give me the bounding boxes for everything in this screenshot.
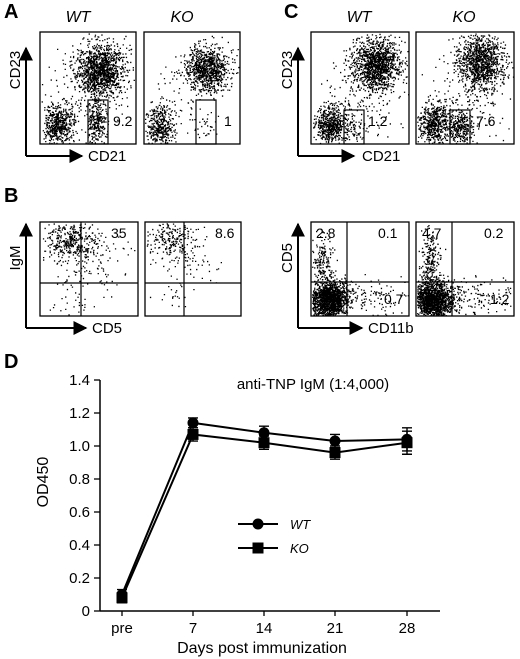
panel-a-y-label: CD23 [7, 51, 24, 89]
x-tick-label: 21 [327, 620, 344, 637]
series-ko-point [329, 447, 341, 459]
panel-c-lower-ko-upper-right: 0.2 [484, 225, 504, 241]
series-ko-point [258, 437, 270, 449]
panel-c-lower-wt-upper-left: 2.8 [316, 225, 336, 241]
panel-c-lower-x-label: CD11b [368, 320, 414, 337]
panel-c-wt-gate [343, 109, 365, 145]
panel-c: C WT KO 1.2 7.6 CD23 CD21 [279, 1, 515, 165]
x-tick-label: 7 [189, 620, 197, 637]
series-ko-point [187, 428, 199, 440]
x-tick-label: pre [111, 620, 133, 637]
chart-series [116, 417, 413, 604]
y-tick-label: 0 [82, 603, 90, 620]
panel-b-wt-scatter [42, 223, 136, 316]
panel-a-x-label: CD21 [88, 148, 126, 165]
panel-a-wt-gate-value: 9.2 [113, 113, 133, 129]
legend-ko-marker [252, 542, 264, 554]
panel-b: B 35 8.6 IgM CD5 [4, 185, 242, 337]
panel-d-letter: D [4, 351, 18, 373]
panel-c-lower-ko-plot-frame [415, 221, 515, 317]
panel-c-letter: C [284, 1, 298, 23]
panel-a-ko-gate-value: 1 [224, 113, 232, 129]
legend-wt-label: WT [290, 517, 311, 532]
panel-c-y-label: CD23 [279, 51, 296, 89]
legend-wt-marker [252, 518, 264, 530]
series-wt-point [329, 435, 341, 447]
panel-d: D anti-TNP IgM (1:4,000) OD450 Days post… [4, 351, 440, 657]
y-tick-label: 1.0 [69, 438, 90, 455]
panel-c-wt-gate-value: 1.2 [368, 113, 388, 129]
panel-b-y-label: IgM [7, 245, 24, 270]
panel-a: A WT KO 9.2 1 CD23 CD21 [4, 1, 241, 165]
panel-c-ko-header: KO [452, 9, 475, 26]
panel-c-ko-scatter [417, 33, 515, 145]
y-tick-label: 1.4 [69, 372, 90, 389]
panel-a-letter: A [4, 1, 18, 23]
y-tick-label: 0.4 [69, 537, 90, 554]
panel-a-wt-header: WT [66, 9, 92, 26]
panel-a-ko-scatter [145, 35, 240, 145]
series-ko-point [116, 592, 128, 604]
panel-a-wt-scatter [41, 33, 135, 145]
panel-c-x-label: CD21 [362, 148, 400, 165]
panel-c-wt-header: WT [347, 9, 373, 26]
panel-c-lower-ko-lower-right: 1.2 [490, 291, 510, 307]
panel-a-ko-header: KO [170, 9, 193, 26]
chart-title: anti-TNP IgM (1:4,000) [237, 376, 389, 393]
chart-x-label: Days post immunization [177, 640, 347, 657]
panel-c-lower-ko-scatter [417, 225, 512, 317]
chart-y-label: OD450 [35, 457, 52, 508]
y-tick-label: 0.6 [69, 504, 90, 521]
y-tick-label: 0.8 [69, 471, 90, 488]
legend-ko-label: KO [290, 541, 309, 556]
panel-c-ko-gate [449, 109, 471, 145]
series-ko-line [121, 433, 408, 599]
panel-c-lower: 2.8 0.1 0.7 4.7 0.2 1.2 CD5 CD11b [279, 221, 515, 337]
panel-c-lower-ko-upper-left: 4.7 [422, 225, 442, 241]
panel-b-wt-quadrant-value: 35 [111, 225, 127, 241]
panel-a-wt-gate [87, 99, 109, 145]
series-ko-point [401, 437, 413, 449]
panel-b-x-label: CD5 [92, 320, 122, 337]
chart-legend: WT KO [238, 517, 311, 556]
panel-c-lower-wt-lower-right: 0.7 [384, 291, 404, 307]
panel-b-ko-plot-frame [144, 221, 242, 317]
x-tick-label: 14 [256, 620, 273, 637]
panel-c-lower-wt-scatter [312, 228, 409, 317]
y-tick-label: 1.2 [69, 405, 90, 422]
panel-c-lower-wt-upper-right: 0.1 [378, 225, 398, 241]
series-wt-point [187, 417, 199, 429]
chart-y-ticks: 0 0.2 0.4 0.6 0.8 1.0 1.2 1.4 [69, 372, 100, 620]
panel-a-ko-gate [195, 99, 217, 145]
panel-c-lower-y-label: CD5 [279, 243, 296, 273]
panel-c-lower-wt-plot-frame [310, 221, 410, 317]
panel-c-ko-gate-value: 7.6 [476, 113, 496, 129]
y-tick-label: 0.2 [69, 570, 90, 587]
panel-b-ko-quadrant-value: 8.6 [215, 225, 235, 241]
panel-c-wt-scatter [313, 33, 410, 145]
chart-x-ticks: pre 7 14 21 28 [111, 611, 415, 637]
x-tick-label: 28 [399, 620, 416, 637]
panel-b-letter: B [4, 185, 18, 207]
panel-b-wt-plot-frame [39, 221, 139, 317]
panel-a-ko-plot-frame [143, 31, 241, 145]
